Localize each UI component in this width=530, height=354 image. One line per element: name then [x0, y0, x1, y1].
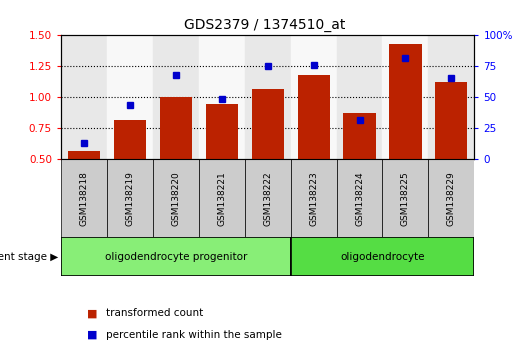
Bar — [290, 159, 337, 237]
Bar — [61, 35, 107, 159]
Bar — [435, 82, 467, 221]
Text: oligodendrocyte progenitor: oligodendrocyte progenitor — [104, 252, 247, 262]
Text: development stage ▶: development stage ▶ — [0, 252, 58, 262]
Bar — [343, 113, 376, 221]
Bar — [114, 120, 146, 221]
Bar — [290, 237, 474, 276]
Bar — [383, 159, 428, 237]
Text: GSM138225: GSM138225 — [401, 171, 410, 225]
Bar — [68, 151, 100, 221]
Bar — [199, 159, 245, 237]
Text: GSM138222: GSM138222 — [263, 171, 272, 225]
Bar — [61, 159, 107, 237]
Bar — [153, 35, 199, 159]
Bar — [252, 89, 284, 221]
Bar — [390, 44, 421, 221]
Bar — [337, 35, 383, 159]
Bar — [297, 75, 330, 221]
Text: GSM138224: GSM138224 — [355, 171, 364, 225]
Bar — [428, 35, 474, 159]
Bar — [61, 237, 290, 276]
Text: transformed count: transformed count — [106, 308, 203, 318]
Text: ■: ■ — [87, 308, 98, 318]
Text: GSM138221: GSM138221 — [217, 171, 226, 225]
Bar — [428, 159, 474, 237]
Bar — [290, 35, 337, 159]
Bar — [160, 97, 192, 221]
Text: oligodendrocyte: oligodendrocyte — [340, 252, 425, 262]
Bar — [245, 159, 290, 237]
Text: GSM138218: GSM138218 — [80, 171, 89, 226]
Text: GSM138223: GSM138223 — [309, 171, 318, 225]
Bar — [206, 104, 238, 221]
Text: GSM138219: GSM138219 — [126, 171, 134, 226]
Bar — [107, 159, 153, 237]
Bar — [383, 35, 428, 159]
Bar — [245, 35, 290, 159]
Text: percentile rank within the sample: percentile rank within the sample — [106, 330, 282, 339]
Bar — [107, 35, 153, 159]
Bar — [153, 159, 199, 237]
Text: ■: ■ — [87, 330, 98, 339]
Bar — [337, 159, 383, 237]
Text: GSM138220: GSM138220 — [171, 171, 180, 225]
Bar — [199, 35, 245, 159]
Text: GDS2379 / 1374510_at: GDS2379 / 1374510_at — [184, 18, 346, 32]
Text: GSM138229: GSM138229 — [447, 171, 456, 225]
